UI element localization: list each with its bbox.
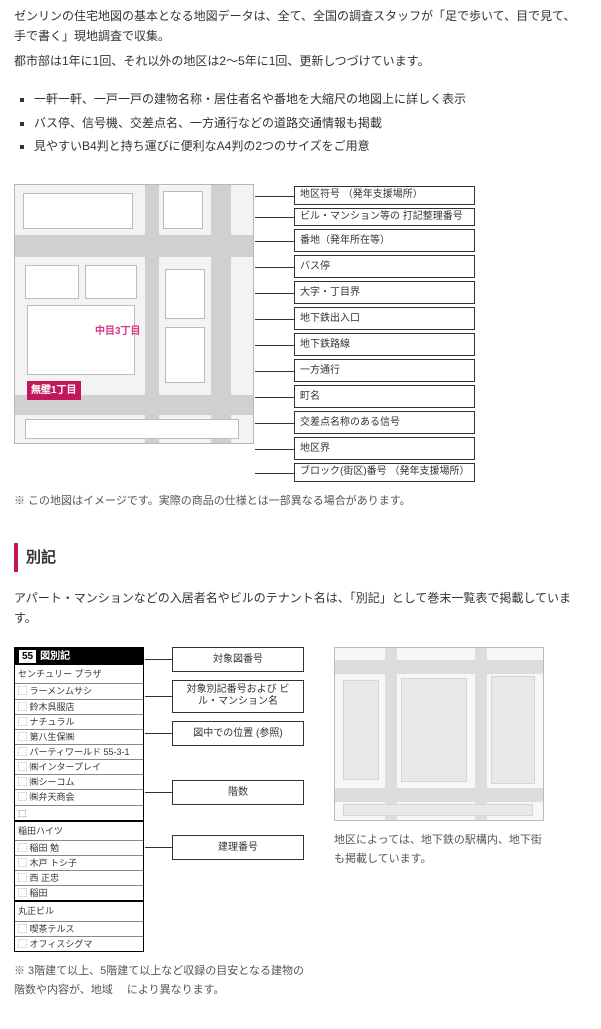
bekki-tag: 建理番号	[172, 835, 304, 860]
subway-block: 地区によっては、地下鉄の駅構内、地下街も掲載しています。	[334, 647, 544, 868]
callout: 地区界	[294, 437, 475, 460]
legend-row: ⬚ 西 正忠	[15, 871, 143, 886]
callout: ブロック(街区)番号 （発年支援場所）	[294, 463, 475, 482]
intro-block: ゼンリンの住宅地図の基本となる地図データは、全て、全国の調査スタッフが「足で歩い…	[14, 6, 587, 71]
subway-map-illustration	[334, 647, 544, 821]
map-callouts: 地区符号 （発年支援場所） ビル・マンション等の 打記整理番号 番地（発年所在等…	[294, 184, 475, 482]
bekki-tag: 対象図番号	[172, 647, 304, 672]
intro-line-2: 都市部は1年に1回、それ以外の地区は2〜5年に1回、更新しつづけています。	[14, 51, 587, 71]
legend-row: ⬚ オフィスシグマ	[15, 937, 143, 951]
map-pink-tag: 無壁1丁目	[27, 381, 81, 400]
callout: 地下鉄出入口	[294, 307, 475, 330]
bekki-tag: 図中での位置 (参照)	[172, 721, 304, 746]
bekki-tag: 対象別記番号および ビル・マンション名	[172, 680, 304, 713]
map-section: 中目3丁目 無壁1丁目 地区符号 （発年支援場所） ビル・マンション等の 打記整…	[14, 184, 584, 510]
feature-list: 一軒一軒、一戸一戸の建物名称・居住者名や番地を大縮尺の地図上に詳しく表示 バス停…	[14, 89, 587, 156]
callout: 地下鉄路線	[294, 333, 475, 356]
callout: バス停	[294, 255, 475, 278]
legend-row: ⬚	[15, 806, 143, 822]
bekki-lead: アパート・マンションなどの入居者名やビルのテナント名は、「別記」として巻末一覧表…	[14, 588, 587, 629]
bekki-tags: 対象図番号 対象別記番号および ビル・マンション名 図中での位置 (参照) 階数…	[172, 647, 304, 860]
legend-row: ⬚ ㈱インタープレイ	[15, 760, 143, 775]
legend-row: ⬚ 木戸 トシ子	[15, 856, 143, 871]
legend-row: ⬚ 稲田	[15, 886, 143, 902]
callout: 大字・丁目界	[294, 281, 475, 304]
subway-note: 地区によっては、地下鉄の駅構内、地下街も掲載しています。	[334, 831, 544, 868]
bekki-left-note: ※ 3階建て以上、5階建て以上など収録の目安となる建物の階数や内容が、地域 によ…	[14, 962, 304, 999]
callout: 地区符号 （発年支援場所）	[294, 186, 475, 205]
legend-row: ⬚ パーティワールド 55-3-1	[15, 745, 143, 760]
callout: ビル・マンション等の 打記整理番号	[294, 208, 475, 227]
bekki-heading: 別記	[14, 543, 587, 573]
callout: 町名	[294, 385, 475, 408]
legend-row: ⬚ 第八生保㈱	[15, 730, 143, 745]
callout: 番地（発年所在等）	[294, 229, 475, 252]
feature-item: バス停、信号機、交差点名、一方通行などの道路交通情報も掲載	[34, 113, 587, 133]
legend-row: ⬚ ナチュラル	[15, 715, 143, 730]
legend-number: 55	[19, 650, 36, 664]
feature-item: 見やすいB4判と持ち運びに便利なA4判の2つのサイズをご用意	[34, 136, 587, 156]
legend-row: ⬚ 喫茶テルス	[15, 922, 143, 937]
legend-row: ⬚ ㈱弁天商会	[15, 790, 143, 805]
map-disclaimer: ※ この地図はイメージです。実際の商品の仕様とは一部異なる場合があります。	[14, 492, 584, 511]
feature-item: 一軒一軒、一戸一戸の建物名称・居住者名や番地を大縮尺の地図上に詳しく表示	[34, 89, 587, 109]
bekki-legend-table: 55 図別記 センチュリー プラザ ⬚ ラーメンムサシ ⬚ 鈴木呉服店 ⬚ ナチ…	[14, 647, 144, 952]
bekki-tag: 階数	[172, 780, 304, 805]
map-illustration: 中目3丁目 無壁1丁目	[14, 184, 254, 444]
legend-row: ⬚ ラーメンムサシ	[15, 684, 143, 699]
legend-row: ⬚ 稲田 勉	[15, 841, 143, 856]
legend-building-name: センチュリー プラザ	[15, 665, 143, 684]
callout: 一方通行	[294, 359, 475, 382]
legend-building-name: 丸正ビル	[15, 902, 143, 921]
legend-row: ⬚ 鈴木呉服店	[15, 700, 143, 715]
legend-building-name: 稲田ハイツ	[15, 822, 143, 841]
callout: 交差点名称のある信号	[294, 411, 475, 434]
map-block-label: 中目3丁目	[95, 323, 141, 340]
intro-line-1: ゼンリンの住宅地図の基本となる地図データは、全て、全国の調査スタッフが「足で歩い…	[14, 6, 587, 47]
legend-title: 図別記	[40, 650, 70, 664]
legend-row: ⬚ ㈱シーコム	[15, 775, 143, 790]
